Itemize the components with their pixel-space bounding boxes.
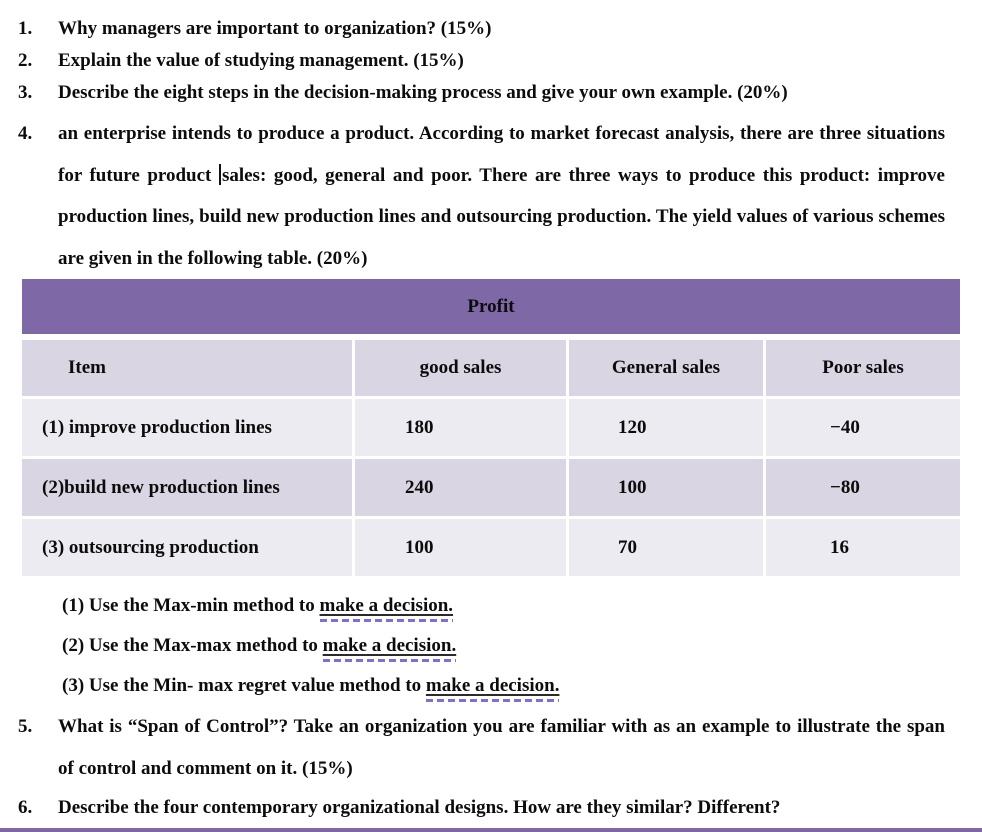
table-cell-item: (1) improve production lines (22, 399, 352, 456)
question-number: 4. (18, 123, 33, 144)
sub-question-2: (2) Use the Max-max method to make a dec… (62, 626, 945, 666)
question-number: 1. (18, 18, 33, 39)
question-number: 3. (18, 82, 33, 103)
table-cell-value: −80 (766, 459, 960, 516)
question-text: Why managers are important to organizati… (58, 18, 492, 39)
question-4: 4. an enterprise intends to produce a pr… (18, 113, 945, 279)
question-3: 3. Describe the eight steps in the decis… (18, 77, 945, 109)
question-text: Describe the eight steps in the decision… (58, 82, 788, 103)
text-cursor (218, 163, 221, 185)
question-number: 6. (18, 797, 33, 818)
column-header-item: Item (22, 340, 352, 396)
sub-question-text: (1) Use the Max-min method to (62, 595, 320, 616)
question-2: 2. Explain the value of studying managem… (18, 45, 945, 77)
question-text: Describe the four contemporary organizat… (58, 797, 781, 818)
table-cell-value: 70 (569, 519, 763, 576)
table-title-banner: Profit (22, 279, 960, 334)
grammar-flagged-text: make a decision. (319, 595, 454, 622)
question-1: 1. Why managers are important to organiz… (18, 13, 945, 45)
question-text: an enterprise intends to produce a produ… (58, 113, 945, 279)
table-cell-value: 100 (569, 459, 763, 516)
sub-question-text: (3) Use the Min- max regret value method… (62, 675, 426, 696)
question-text: What is “Span of Control”? Take an organ… (58, 716, 945, 779)
sub-question-list: (1) Use the Max-min method to make a dec… (62, 586, 945, 706)
column-header-good-sales: good sales (355, 340, 566, 396)
grammar-flagged-text: make a decision. (425, 675, 560, 702)
question-text-before-cursor: an enterprise intends to produce a produ… (58, 123, 945, 186)
table-cell-value: 240 (355, 459, 566, 516)
column-header-general-sales: General sales (569, 340, 763, 396)
sub-question-text: (2) Use the Max-max method to (62, 635, 323, 656)
question-5: 5. What is “Span of Control”? Take an or… (18, 706, 945, 789)
profit-table: Profit Item good sales General sales Poo… (22, 279, 960, 576)
question-number: 5. (18, 716, 33, 737)
question-number: 2. (18, 50, 33, 71)
grammar-flagged-text: make a decision. (322, 635, 457, 662)
sub-question-3: (3) Use the Min- max regret value method… (62, 666, 945, 706)
table-grid: Item good sales General sales Poor sales… (22, 340, 960, 576)
column-header-poor-sales: Poor sales (766, 340, 960, 396)
question-6: 6. Describe the four contemporary organi… (18, 791, 945, 824)
question-text-after-cursor: sales: good, general and poor. There are… (58, 164, 945, 269)
table-cell-value: 120 (569, 399, 763, 456)
question-text: Explain the value of studying management… (58, 50, 464, 71)
table-title: Profit (467, 295, 515, 317)
table-cell-value: 180 (355, 399, 566, 456)
table-cell-item: (2)build new production lines (22, 459, 352, 516)
table-cell-item: (3) outsourcing production (22, 519, 352, 576)
next-table-banner-edge (0, 828, 982, 832)
table-cell-value: 100 (355, 519, 566, 576)
sub-question-1: (1) Use the Max-min method to make a dec… (62, 586, 945, 626)
table-cell-value: −40 (766, 399, 960, 456)
table-cell-value: 16 (766, 519, 960, 576)
